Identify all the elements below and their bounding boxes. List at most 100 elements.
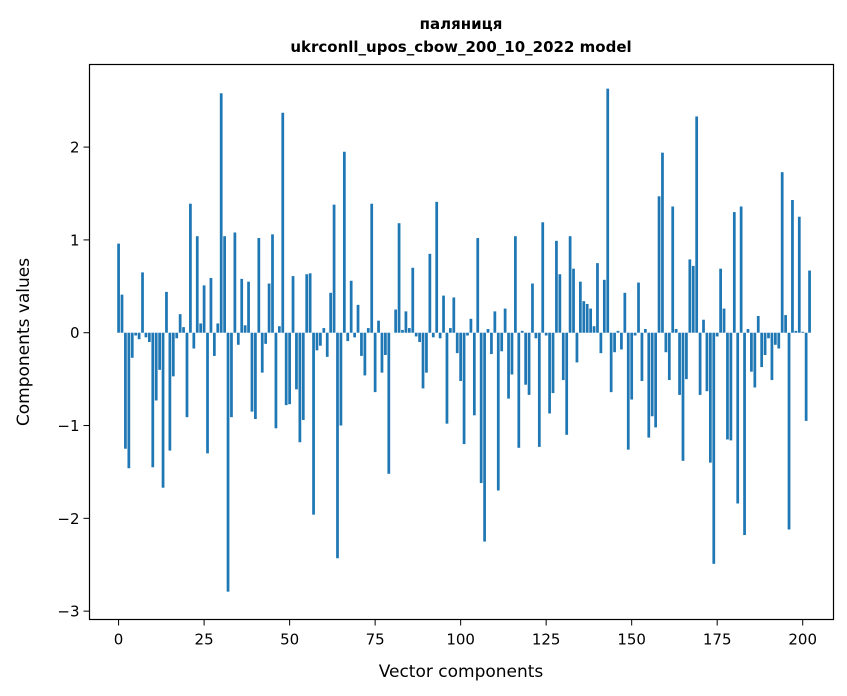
bar-18 [178, 314, 182, 333]
bar-109 [490, 332, 493, 355]
bar-179 [729, 332, 733, 441]
bar-155 [647, 332, 651, 438]
y-axis: −3 −2 −1 0 1 2 [57, 139, 90, 621]
bar-197 [791, 200, 794, 333]
plot-frame [88, 63, 835, 621]
x-axis-label: Vector components [379, 662, 544, 682]
bar-169 [695, 116, 699, 333]
chart-title: паляниця [420, 15, 503, 33]
bar-62 [329, 292, 333, 333]
y-tick-label--2: −2 [57, 510, 79, 528]
x-tick-label-150: 150 [617, 631, 646, 649]
bar-55 [305, 274, 309, 333]
bar-105 [476, 238, 480, 333]
bar-29 [216, 323, 220, 333]
bar-49 [284, 332, 288, 406]
bar-15 [168, 332, 172, 451]
bar-22 [192, 332, 196, 349]
bar-139 [592, 326, 596, 333]
bar-116 [514, 236, 517, 333]
bar-84 [404, 311, 408, 333]
bar-10 [151, 332, 155, 468]
bar-125 [544, 332, 548, 336]
x-tick-label-50: 50 [280, 631, 299, 649]
x-tick-label-125: 125 [532, 631, 561, 649]
bar-44 [267, 283, 271, 333]
bar-193 [777, 332, 781, 349]
bar-143 [606, 88, 610, 333]
bar-11 [154, 332, 158, 401]
y-tick-label-2: 2 [70, 139, 80, 157]
bar-9 [147, 332, 151, 342]
bar-73 [366, 328, 370, 333]
bar-17 [175, 332, 179, 339]
bar-38 [247, 281, 250, 333]
bar-66 [342, 151, 346, 333]
bar-184 [746, 329, 750, 333]
bar-196 [787, 332, 791, 530]
bar-89 [421, 332, 425, 389]
bar-54 [301, 332, 305, 420]
bar-8 [144, 332, 148, 338]
x-tick-label-25: 25 [195, 631, 214, 649]
bar-118 [520, 330, 524, 333]
bar-7 [141, 272, 144, 333]
bar-6 [137, 332, 141, 340]
bar-1 [120, 294, 124, 333]
bar-147 [620, 332, 623, 350]
bar-133 [572, 268, 575, 333]
x-axis: 0 25 50 75 100 125 150 175 200 [114, 619, 817, 649]
chart-subtitle: ukrconll_upos_cbow_200_10_2022 model [290, 38, 631, 56]
bar-120 [527, 332, 531, 395]
bar-181 [736, 332, 740, 504]
bar-32 [226, 332, 230, 592]
bar-106 [479, 332, 483, 484]
bar-30 [219, 93, 223, 333]
bar-188 [760, 332, 764, 368]
bar-138 [589, 308, 592, 333]
bar-164 [678, 332, 681, 395]
bar-94 [438, 332, 442, 339]
bar-50 [288, 332, 291, 405]
bar-51 [291, 276, 295, 333]
bar-26 [206, 332, 209, 454]
bar-170 [698, 332, 702, 395]
bar-176 [719, 268, 722, 333]
bar-3 [127, 332, 131, 469]
bar-78 [384, 332, 387, 355]
bar-45 [271, 234, 274, 333]
bar-52 [295, 332, 298, 390]
bar-90 [425, 332, 428, 373]
bar-85 [407, 328, 411, 333]
bar-65 [339, 332, 343, 426]
bar-63 [332, 204, 336, 333]
bar-46 [274, 332, 278, 429]
bar-20 [185, 332, 189, 418]
bar-4 [130, 332, 134, 358]
bar-124 [541, 222, 545, 333]
bar-75 [373, 332, 377, 393]
y-tick-label--1: −1 [57, 417, 79, 435]
bar-100 [459, 332, 463, 381]
bar-156 [650, 332, 654, 417]
bar-201 [804, 332, 808, 421]
bar-187 [756, 316, 760, 333]
bar-159 [661, 152, 664, 333]
bar-122 [534, 332, 538, 339]
bar-115 [510, 332, 514, 375]
bar-129 [558, 274, 562, 333]
bar-189 [763, 332, 767, 355]
x-tick-label-100: 100 [446, 631, 475, 649]
bar-157 [654, 332, 657, 428]
bar-135 [579, 281, 582, 333]
bar-112 [500, 332, 504, 352]
x-tick-label-200: 200 [788, 631, 817, 649]
bar-152 [637, 282, 640, 333]
bar-92 [431, 332, 435, 338]
bar-64 [336, 332, 339, 559]
bar-151 [633, 332, 637, 336]
bar-162 [671, 206, 675, 333]
bar-88 [418, 332, 421, 342]
bar-58 [315, 332, 319, 351]
y-tick-label-1: 1 [70, 231, 80, 249]
